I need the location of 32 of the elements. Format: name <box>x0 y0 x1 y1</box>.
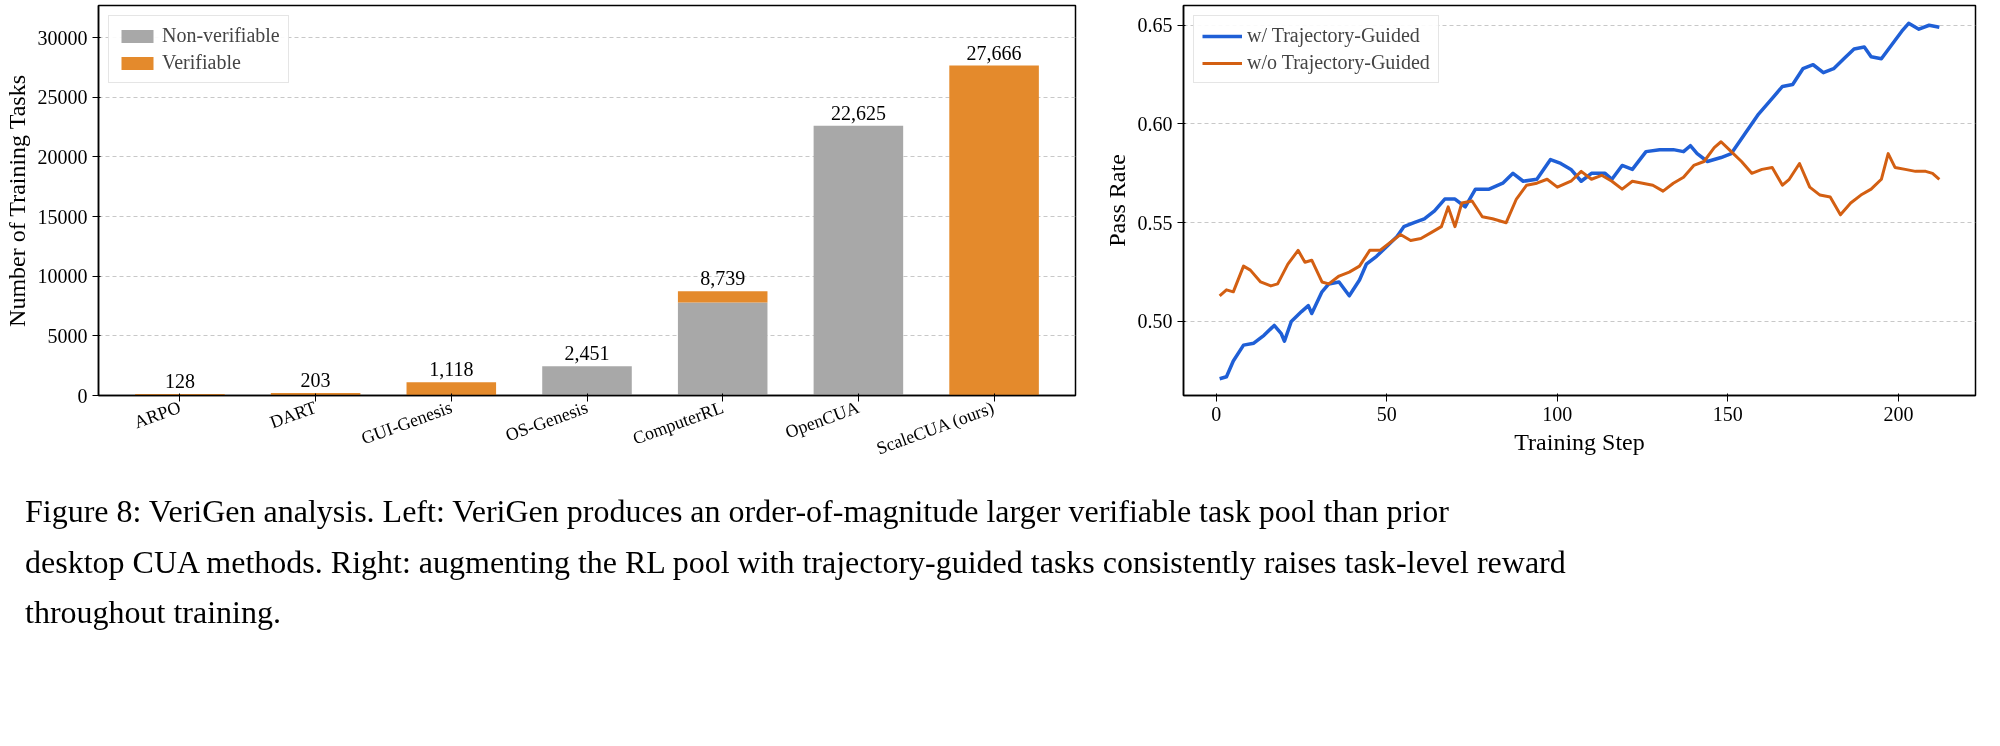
y-tick-label: 0.65 <box>1137 14 1173 37</box>
y-tick-label: 5000 <box>47 324 88 347</box>
x-tick-label: 0 <box>1211 402 1222 425</box>
y-tick-label: 10000 <box>37 265 88 288</box>
legend-label: w/ Trajectory-Guided <box>1247 24 1420 47</box>
total-label: 2,451 <box>564 342 610 365</box>
x-tick-label: 200 <box>1883 402 1914 425</box>
x-tick-label: DART <box>267 397 320 433</box>
legend-label: Verifiable <box>162 51 241 74</box>
y-tick-label: 20000 <box>37 145 88 168</box>
y-axis-title: Number of Training Tasks <box>3 74 30 327</box>
y-tick-label: 15000 <box>37 205 88 228</box>
y-tick-label: 0.55 <box>1137 211 1173 234</box>
y-tick-label: 0.60 <box>1137 112 1173 135</box>
total-label: 27,666 <box>966 41 1022 64</box>
total-label: 128 <box>164 369 195 392</box>
y-axis-title: Pass Rate <box>1103 154 1130 247</box>
total-label: 22,625 <box>830 101 886 124</box>
y-tick-label: 30000 <box>37 26 88 49</box>
legend-label: Non-verifiable <box>162 24 280 47</box>
caption: Figure 8: VeriGen analysis. Left: VeriGen produces an order-of-magnitude larger verifiable task pool than prior desktop CUA methods. Right: augmenting the RL pool with trajectory-guided tasks consistently raises task-level reward throughout training. <box>25 492 1566 631</box>
y-tick-label: 0.50 <box>1137 310 1173 333</box>
legend-label: w/o Trajectory-Guided <box>1247 51 1430 74</box>
x-tick-label: 50 <box>1376 402 1397 425</box>
x-tick-label: 150 <box>1712 402 1743 425</box>
x-tick-label: 100 <box>1542 402 1573 425</box>
y-tick-label: 25000 <box>37 86 88 109</box>
x-tick-label: ARPO <box>131 397 184 433</box>
total-label: 203 <box>300 369 331 392</box>
total-label: 8,739 <box>700 267 746 290</box>
x-axis-title: Training Step <box>1514 428 1645 455</box>
total-label: 1,118 <box>429 358 474 381</box>
